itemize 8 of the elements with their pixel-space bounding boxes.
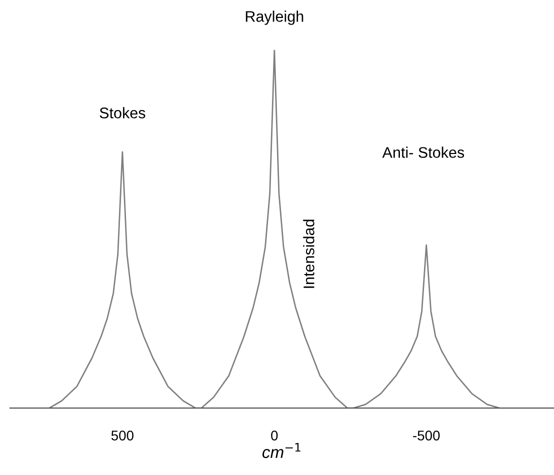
x-tick-label: 500 [111,430,134,440]
annotation: Rayleigh [246,10,304,25]
x-tick-label: 0 [271,430,278,440]
y-axis-title: Intensidad [303,220,314,288]
annotation: Stokes [100,107,146,118]
x-tick-label: -500 [413,430,440,440]
x-axis-title: cm$^{−1}$ [262,443,300,458]
annotation: Anti- Stokes [382,146,464,158]
